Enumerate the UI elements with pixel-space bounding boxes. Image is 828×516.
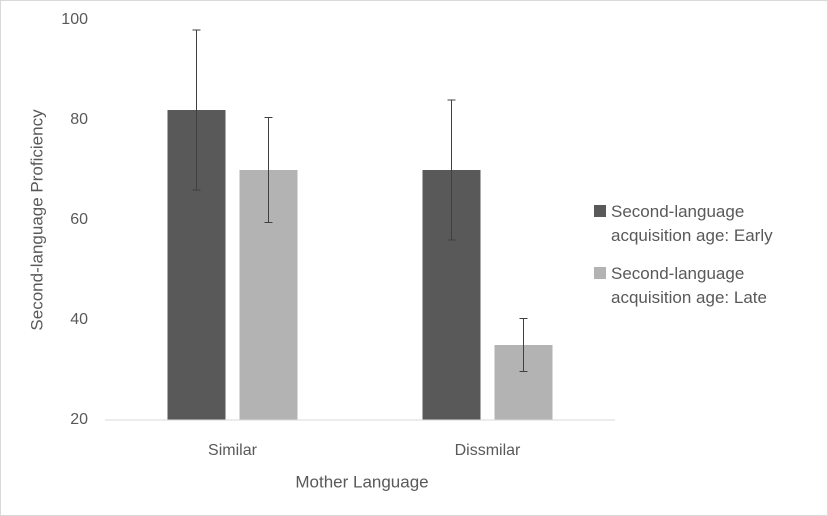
x-tick-label: Similar — [208, 442, 258, 459]
y-tick-label: 80 — [70, 111, 88, 128]
y-tick-label: 60 — [70, 211, 88, 228]
legend-item: Second-language acquisition age: Late — [594, 262, 814, 310]
y-tick-label: 40 — [70, 311, 88, 328]
x-tick-label: Dissmilar — [455, 442, 521, 459]
legend-label: Second-language acquisition age: Late — [611, 264, 767, 307]
legend: Second-language acquisition age: Early Se… — [594, 200, 814, 324]
legend-item: Second-language acquisition age: Early — [594, 200, 814, 248]
legend-swatch — [594, 267, 606, 279]
y-tick-label: 20 — [70, 411, 88, 428]
legend-swatch — [594, 205, 606, 217]
legend-label: Second-language acquisition age: Early — [611, 202, 773, 245]
y-axis-title: Second-language Proficiency — [27, 109, 46, 331]
y-tick-label: 100 — [61, 11, 88, 28]
x-axis-title: Mother Language — [295, 472, 428, 491]
